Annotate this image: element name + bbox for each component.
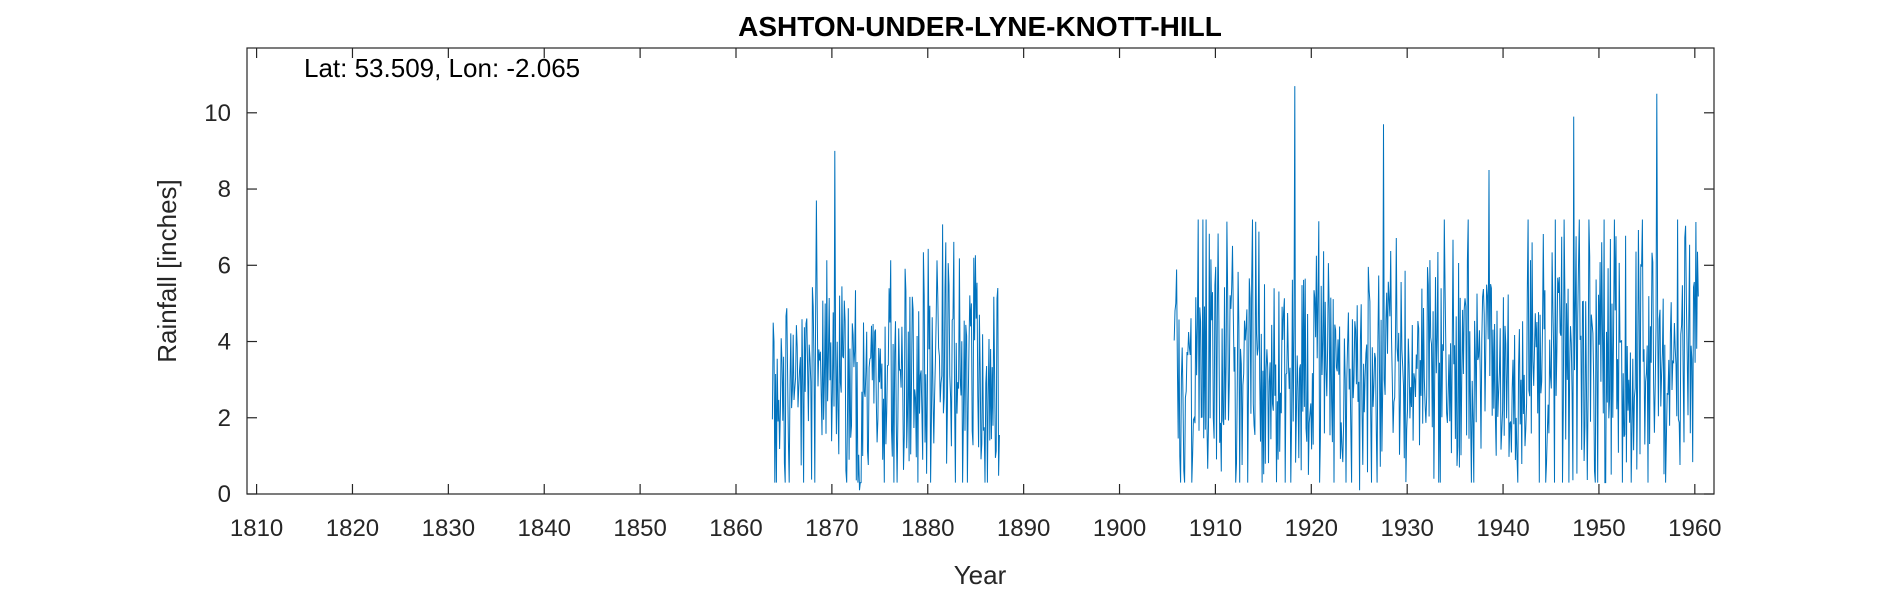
station-coordinates: Lat: 53.509, Lon: -2.065 — [304, 53, 580, 83]
x-tick-label: 1920 — [1285, 515, 1338, 542]
x-tick-label: 1850 — [613, 515, 666, 542]
y-tick-label: 8 — [218, 176, 231, 203]
chart-title: ASHTON-UNDER-LYNE-KNOTT-HILL — [738, 11, 1222, 42]
x-tick-label: 1820 — [326, 515, 379, 542]
y-axis-label: Rainfall [inches] — [152, 179, 182, 363]
x-tick-label: 1930 — [1380, 515, 1433, 542]
x-tick-label: 1890 — [997, 515, 1050, 542]
x-tick-label: 1910 — [1189, 515, 1242, 542]
x-tick-label: 1830 — [422, 515, 475, 542]
x-tick-label: 1880 — [901, 515, 954, 542]
x-tick-label: 1950 — [1572, 515, 1625, 542]
y-tick-label: 0 — [218, 481, 231, 508]
x-tick-label: 1960 — [1668, 515, 1721, 542]
y-tick-label: 6 — [218, 252, 231, 279]
x-tick-label: 1870 — [805, 515, 858, 542]
rainfall-line-segment-1 — [771, 150, 1000, 491]
rainfall-line-segment-2 — [1173, 86, 1699, 491]
x-tick-label: 1810 — [230, 515, 283, 542]
x-tick-label: 1900 — [1093, 515, 1146, 542]
axis-ticks: 1810 1820 1830 1840 1850 1860 1870 1880 1890 1900… — [204, 48, 1722, 542]
y-tick-label: 4 — [218, 329, 231, 356]
y-tick-label: 10 — [204, 100, 231, 127]
x-axis-label: Year — [954, 560, 1007, 590]
rainfall-series — [771, 86, 1699, 491]
x-tick-label: 1860 — [709, 515, 762, 542]
x-tick-label: 1840 — [518, 515, 571, 542]
y-tick-label: 2 — [218, 405, 231, 432]
x-tick-label: 1940 — [1476, 515, 1529, 542]
